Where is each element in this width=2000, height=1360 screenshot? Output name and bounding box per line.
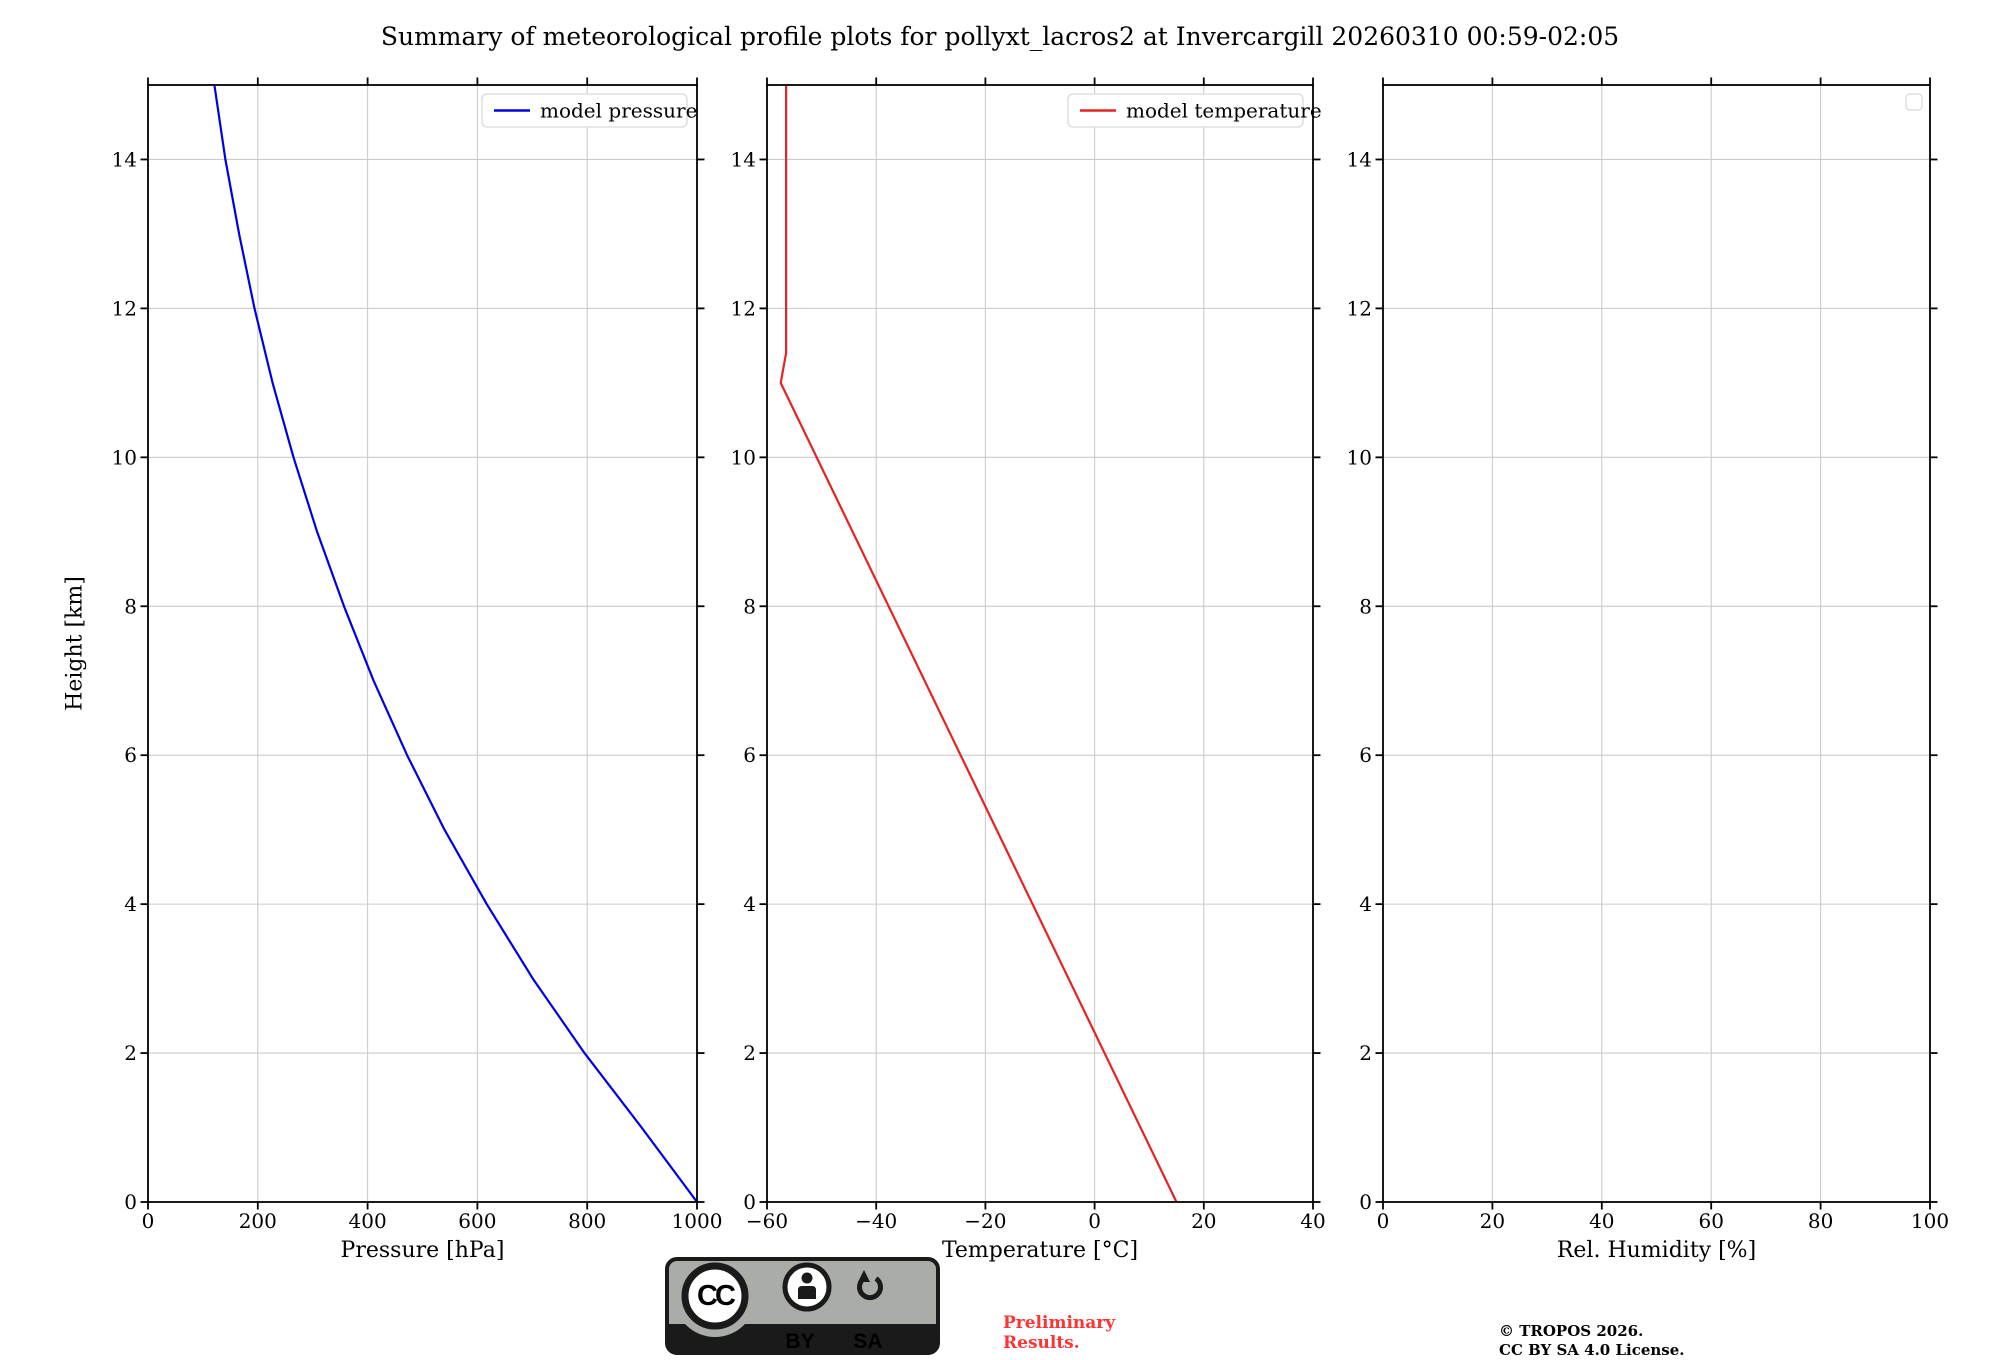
- x-tick-label: −40: [855, 1209, 897, 1233]
- y-axis-label: Height [km]: [63, 576, 88, 711]
- legend-box: [481, 93, 688, 128]
- x-tick-label: 400: [349, 1209, 387, 1233]
- chart-title: Summary of meteorological profile plots …: [380, 22, 1620, 51]
- axes-frame: [1382, 84, 1931, 1203]
- y-tick-label: 12: [1347, 296, 1372, 320]
- legend-box: [1067, 93, 1304, 128]
- legend-label: model pressure: [540, 99, 697, 123]
- x-tick-label: 40: [1589, 1209, 1614, 1233]
- y-tick-label: 4: [743, 892, 756, 916]
- x-tick-label: 0: [1377, 1209, 1390, 1233]
- y-tick-label: 8: [743, 594, 756, 618]
- copyright-license-note: © TROPOS 2026. CC BY SA 4.0 License.: [1499, 1322, 1685, 1359]
- x-axis-label: Rel. Humidity [%]: [1557, 1238, 1756, 1263]
- y-tick-label: 10: [112, 445, 137, 469]
- x-axis-label: Pressure [hPa]: [341, 1238, 505, 1263]
- x-tick-label: 200: [239, 1209, 277, 1233]
- y-tick-label: 2: [124, 1041, 137, 1065]
- x-tick-label: 20: [1191, 1209, 1216, 1233]
- x-tick-label: 40: [1300, 1209, 1325, 1233]
- pressure-profile-subplot: 0 200 400 600 800 1000 0 2 4 6 8 10 12 14 Pressure [hP…: [63, 77, 723, 1263]
- share-alike-icon: [857, 1270, 883, 1301]
- x-tick-label: 1000: [672, 1209, 723, 1233]
- y-tick-label: 10: [731, 445, 756, 469]
- y-tick-label: 14: [731, 147, 756, 171]
- x-axis-label: Temperature [°C]: [942, 1238, 1138, 1263]
- legend-label: model temperature: [1126, 99, 1322, 123]
- y-tick-label: 12: [731, 296, 756, 320]
- y-tick-label: 6: [124, 743, 137, 767]
- x-tick-label: 100: [1911, 1209, 1949, 1233]
- cc-logo-icon: CC: [681, 1262, 749, 1330]
- y-tick-label: 0: [124, 1190, 137, 1214]
- y-tick-label: 2: [743, 1041, 756, 1065]
- x-tick-label: 0: [142, 1209, 155, 1233]
- legend-box-empty: [1905, 93, 1923, 111]
- badge-by-label: BY: [785, 1330, 814, 1353]
- x-tick-label: 800: [568, 1209, 606, 1233]
- badge-sa-label: SA: [853, 1330, 882, 1353]
- x-tick-label: 0: [1088, 1209, 1101, 1233]
- series-line-model-pressure: [213, 84, 698, 1203]
- cc-badge-svg: CC BY SA: [665, 1257, 940, 1355]
- axes-frame: [766, 84, 1314, 1203]
- y-tick-label: 4: [1359, 892, 1372, 916]
- temperature-profile-subplot: −60 −40 −20 0 20 40 0 2 4 6 8 10 12 14 Temperature [°C…: [731, 77, 1326, 1263]
- y-tick-label: 12: [112, 296, 137, 320]
- y-tick-label: 14: [112, 147, 137, 171]
- humidity-profile-subplot: 0 20 40 60 80 100 0 2 4 6 8 10 12 14 Rel. Humidity [%]: [1347, 77, 1949, 1263]
- y-tick-label: 10: [1347, 445, 1372, 469]
- x-tick-label: 60: [1698, 1209, 1723, 1233]
- person-icon: [782, 1262, 832, 1312]
- series-line-model-temperature: [779, 85, 1178, 1203]
- y-tick-label: 6: [1359, 743, 1372, 767]
- axes-frame: [147, 84, 698, 1203]
- y-tick-label: 4: [124, 892, 137, 916]
- x-tick-label: −20: [964, 1209, 1006, 1233]
- cc-by-sa-badge: CC BY SA: [665, 1257, 940, 1355]
- x-tick-label: −60: [746, 1209, 788, 1233]
- svg-text:CC: CC: [697, 1280, 736, 1312]
- preliminary-results-note: Preliminary Results.: [1003, 1313, 1116, 1354]
- y-tick-label: 2: [1359, 1041, 1372, 1065]
- x-tick-label: 80: [1808, 1209, 1833, 1233]
- badge-border: [665, 1257, 940, 1355]
- y-tick-label: 8: [124, 594, 137, 618]
- y-tick-label: 8: [1359, 594, 1372, 618]
- x-tick-label: 600: [458, 1209, 496, 1233]
- y-tick-label: 0: [743, 1190, 756, 1214]
- y-tick-label: 14: [1347, 147, 1372, 171]
- x-tick-label: 20: [1480, 1209, 1505, 1233]
- y-tick-label: 6: [743, 743, 756, 767]
- y-tick-label: 0: [1359, 1190, 1372, 1214]
